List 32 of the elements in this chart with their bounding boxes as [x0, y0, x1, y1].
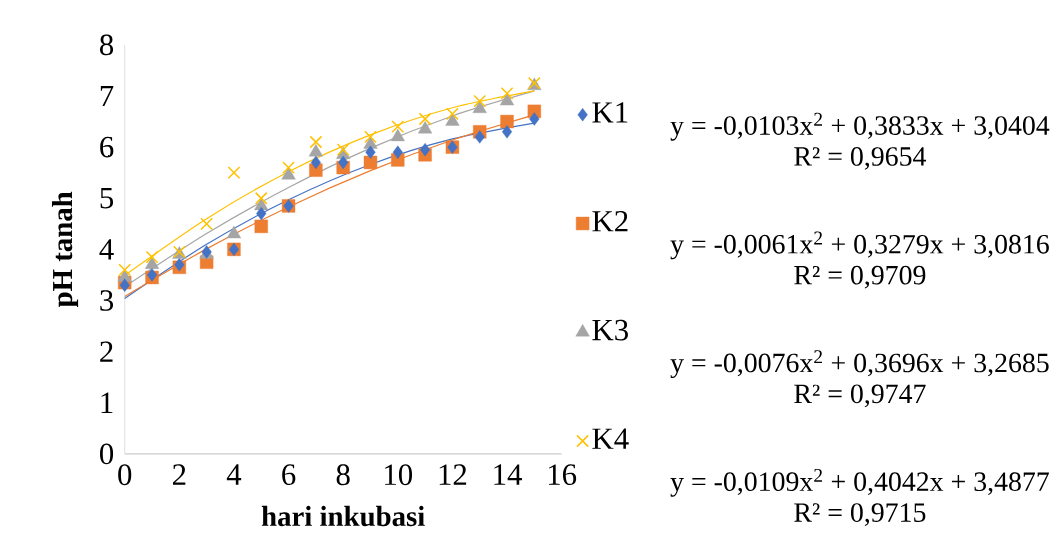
legend-label: K1 [592, 102, 628, 123]
x-tick-label: 16 [548, 464, 577, 486]
legend-label: K3 [592, 319, 628, 341]
x-tick-label: 10 [385, 464, 413, 486]
x-tick-label: 0 [118, 464, 132, 486]
text: R² = 0,9747 [794, 384, 926, 408]
x-tick-label: 2 [172, 464, 186, 485]
y-tick-label: 3 [100, 290, 114, 312]
y-tick-label: 4 [99, 239, 114, 260]
y-tick-label: 1 [101, 392, 113, 414]
x-tick-label: 12 [439, 464, 467, 485]
x-tick-label: 4 [226, 464, 242, 485]
text: R² = 0,9709 [794, 265, 926, 289]
text: y = -0,0109x$^{2}$ + 0,4042x + 3,4877 [670, 469, 1049, 497]
legend-label: K4 [592, 428, 629, 450]
y-axis-title: pH tanah [51, 191, 79, 308]
y-tick-label: 5 [100, 188, 114, 209]
y-tick-label: 0 [100, 443, 114, 465]
text: y = -0,0061x$^{2}$ + 0,3279x + 3,0816 [670, 231, 1049, 260]
y-tick-label: 7 [100, 86, 114, 107]
y-tick-label: 6 [100, 136, 114, 158]
y-tick-label: 8 [100, 34, 114, 56]
x-tick-label: 6 [282, 464, 296, 486]
text: y = -0,0103x$^{2}$ + 0,3833x + 3,0404 [670, 112, 1050, 141]
y-tick-label: 2 [100, 341, 113, 363]
text: R² = 0,9715 [794, 503, 926, 527]
x-axis-title: hari inkubasi [261, 506, 425, 527]
text: R² = 0,9654 [794, 147, 926, 171]
x-tick-label: 8 [336, 464, 350, 486]
x-tick-label: 14 [494, 464, 522, 485]
text: y = -0,0076x$^{2}$ + 0,3696x + 3,2685 [670, 350, 1049, 379]
legend-label: K2 [592, 211, 628, 232]
